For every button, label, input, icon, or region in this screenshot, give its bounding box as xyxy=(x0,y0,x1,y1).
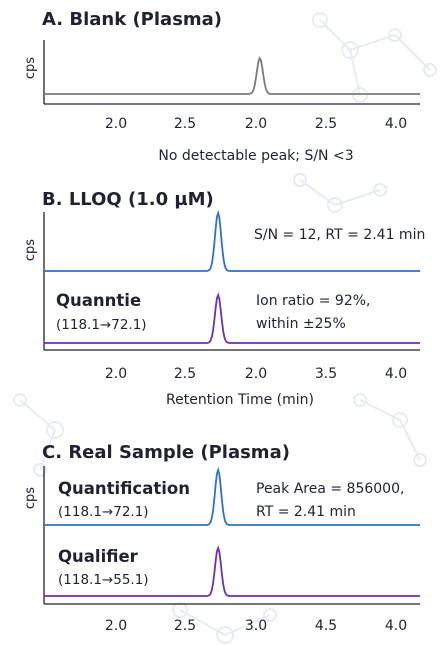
molecule-watermark xyxy=(13,12,437,644)
transition-label: (118.1→72.1) xyxy=(56,317,147,333)
x-tick-label: 2.0 xyxy=(245,366,267,382)
transition-label: (118.1→72.1) xyxy=(58,504,149,520)
x-tick-label: 3.5 xyxy=(315,366,337,382)
x-tick-label: 4.0 xyxy=(385,618,407,634)
x-tick-label: 3.0 xyxy=(245,618,267,634)
trace-label: Quanntie xyxy=(56,291,141,310)
trace-label: Quantification xyxy=(58,479,190,498)
annotation: within ±25% xyxy=(256,316,346,332)
annotation: Peak Area = 856000, xyxy=(256,481,404,497)
panel-c: C. Real Sample (Plasma) cps Quantificati… xyxy=(23,442,420,634)
panel-b: B. LLOQ (1.0 µM) cps S/N = 12, RT = 2.41… xyxy=(23,189,425,408)
transition-label: (118.1→55.1) xyxy=(58,572,149,588)
panel-title: C. Real Sample (Plasma) xyxy=(42,442,290,463)
annotation: S/N = 12, RT = 2.41 min xyxy=(254,227,425,243)
x-tick-label: 2.5 xyxy=(315,116,337,132)
panel-title: B. LLOQ (1.0 µM) xyxy=(42,189,214,210)
y-axis-label: cps xyxy=(23,239,38,261)
x-axis-label: Retention Time (min) xyxy=(166,392,314,408)
annotation: RT = 2.41 min xyxy=(256,504,356,520)
x-tick-label: 4.0 xyxy=(385,366,407,382)
quantifier-trace xyxy=(44,209,420,272)
quantifier-trace xyxy=(44,466,420,526)
x-tick-label: 2.0 xyxy=(245,116,267,132)
x-tick-label: 2.5 xyxy=(174,618,196,634)
blank-trace xyxy=(44,56,420,95)
x-tick-label: 4.0 xyxy=(385,116,407,132)
y-axis-label: cps xyxy=(23,57,38,79)
x-tick-label: 2.0 xyxy=(105,116,127,132)
qualifier-trace xyxy=(44,545,420,597)
x-tick-label: 2.5 xyxy=(174,116,196,132)
annotation: Ion ratio = 92%, xyxy=(256,293,371,309)
panel-title: A. Blank (Plasma) xyxy=(42,9,222,30)
x-tick-label: 2.0 xyxy=(105,618,127,634)
blank-note: No detectable peak; S/N <3 xyxy=(158,148,353,164)
x-tick-label: 2.5 xyxy=(174,366,196,382)
x-tick-label: 4.5 xyxy=(315,618,337,634)
panel-a: A. Blank (Plasma) cps 2.0 2.5 2.0 2.5 4.… xyxy=(23,9,420,164)
trace-label: Qualifier xyxy=(58,547,139,566)
y-axis-label: cps xyxy=(23,487,38,509)
x-tick-label: 2.0 xyxy=(105,366,127,382)
qualifier-trace xyxy=(44,292,420,344)
